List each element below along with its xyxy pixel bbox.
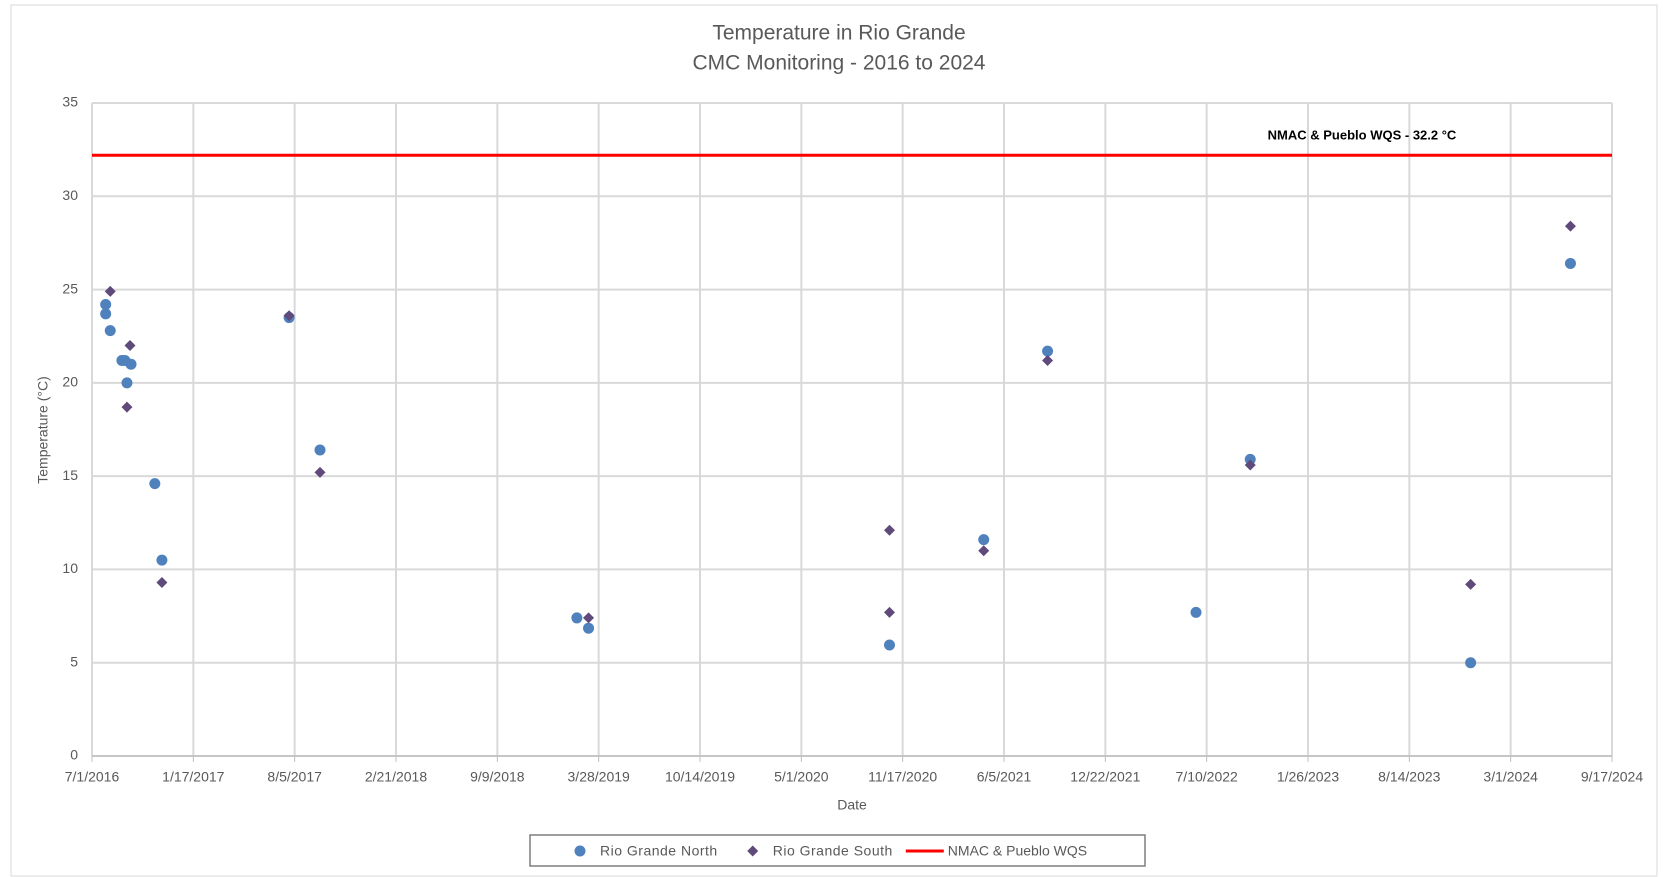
y-tick-label: 30	[62, 187, 78, 203]
legend-marker	[574, 845, 586, 857]
data-point	[100, 298, 112, 310]
y-axis-label: Temperature (°C)	[35, 376, 51, 484]
x-tick-label: 5/1/2020	[774, 769, 829, 785]
data-point	[104, 325, 116, 337]
data-point	[314, 466, 326, 478]
x-tick-label: 6/5/2021	[977, 769, 1032, 785]
y-tick-label: 35	[62, 94, 78, 110]
x-tick-label: 8/14/2023	[1378, 769, 1440, 785]
legend-label: NMAC & Pueblo WQS	[948, 843, 1087, 859]
data-point	[1244, 459, 1256, 471]
y-tick-label: 0	[70, 747, 78, 763]
x-axis-label: Date	[837, 797, 867, 813]
x-tick-label: 8/5/2017	[267, 769, 322, 785]
data-point	[104, 285, 116, 297]
data-point	[121, 377, 133, 389]
data-point	[883, 606, 895, 618]
data-point	[1244, 453, 1256, 465]
legend-label: Rio Grande South	[773, 843, 893, 859]
data-point	[571, 612, 583, 624]
data-point	[1042, 354, 1054, 366]
data-point	[124, 340, 136, 352]
data-point	[978, 545, 990, 557]
chart-title: Temperature in Rio Grande	[712, 22, 965, 45]
data-point	[883, 639, 895, 651]
legend-marker	[747, 845, 759, 857]
x-tick-label: 10/14/2019	[665, 769, 735, 785]
data-point	[100, 308, 112, 320]
data-point	[1465, 578, 1477, 590]
data-point	[1465, 657, 1477, 669]
x-tick-label: 12/22/2021	[1070, 769, 1140, 785]
data-point	[1564, 220, 1576, 232]
x-tick-label: 9/9/2018	[470, 769, 525, 785]
chart-subtitle: CMC Monitoring - 2016 to 2024	[693, 52, 986, 75]
y-tick-label: 20	[62, 374, 78, 390]
data-point	[583, 612, 595, 624]
data-point	[314, 444, 326, 456]
reference-annotation: NMAC & Pueblo WQS - 32.2 °C	[1268, 128, 1457, 143]
data-point	[156, 576, 168, 588]
data-point	[1042, 345, 1054, 357]
x-tick-label: 7/10/2022	[1176, 769, 1238, 785]
data-point	[283, 310, 295, 322]
x-tick-label: 1/17/2017	[162, 769, 224, 785]
y-tick-label: 5	[70, 653, 78, 669]
x-tick-label: 11/17/2020	[868, 769, 937, 785]
data-point	[121, 401, 133, 413]
legend-box	[529, 834, 1146, 867]
data-point	[156, 554, 168, 566]
y-tick-label: 15	[62, 467, 78, 483]
legend-label: Rio Grande North	[600, 843, 718, 859]
x-tick-label: 9/17/2024	[1581, 769, 1643, 785]
data-point	[978, 534, 990, 546]
x-tick-label: 7/1/2016	[65, 769, 120, 785]
data-point	[149, 478, 161, 490]
data-point	[883, 524, 895, 536]
chart-border	[10, 4, 1658, 877]
x-tick-label: 2/21/2018	[365, 769, 427, 785]
data-point	[125, 358, 137, 370]
x-tick-label: 3/1/2024	[1483, 769, 1538, 785]
x-tick-label: 1/26/2023	[1277, 769, 1339, 785]
x-tick-label: 3/28/2019	[568, 769, 630, 785]
data-point	[1190, 606, 1202, 618]
y-tick-label: 10	[62, 560, 78, 576]
data-point	[1564, 257, 1576, 269]
data-point	[583, 622, 595, 634]
y-tick-label: 25	[62, 280, 78, 296]
